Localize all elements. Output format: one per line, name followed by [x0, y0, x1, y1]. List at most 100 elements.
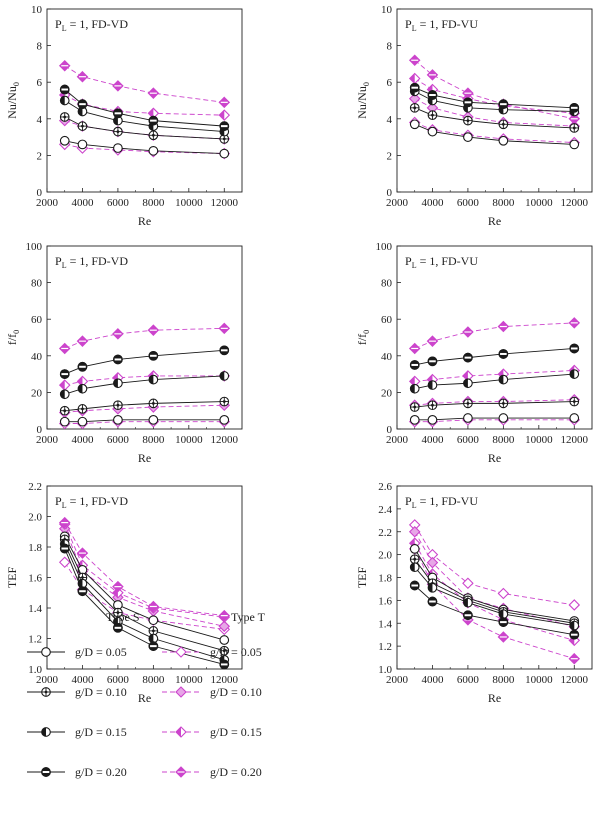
series-s-gd0 — [59, 415, 230, 427]
y-tick-label: 0 — [37, 424, 43, 436]
series-s-gd0 — [409, 413, 580, 425]
data-point — [463, 378, 473, 389]
data-point — [427, 582, 438, 593]
legend-title-type-s: Type S — [106, 610, 140, 624]
data-point — [426, 556, 439, 569]
data-point — [218, 109, 231, 121]
y-tick-label: 1.2 — [28, 634, 42, 646]
legend-entry-type-s-2: g/D = 0.15 — [27, 725, 127, 739]
legend-label: g/D = 0.20 — [75, 765, 127, 779]
series-line — [414, 401, 575, 408]
series-line — [64, 116, 225, 140]
legend-label: g/D = 0.05 — [210, 645, 262, 659]
data-point — [427, 126, 438, 137]
data-point — [568, 652, 581, 665]
data-point — [148, 350, 159, 361]
series-line — [64, 375, 225, 386]
x-tick-label: 8000 — [142, 434, 165, 446]
data-point — [219, 645, 230, 656]
series-line — [64, 404, 225, 413]
data-point — [76, 335, 89, 347]
x-tick-label: 8000 — [142, 674, 165, 686]
y-tick-label: 20 — [381, 387, 393, 399]
data-point — [59, 416, 70, 427]
data-point — [409, 402, 420, 412]
panel-title: PL = 1, FD-VU — [405, 17, 478, 33]
data-point — [148, 130, 159, 141]
data-point — [498, 99, 509, 110]
x-tick-label: 4000 — [421, 674, 444, 686]
legend-marker — [41, 727, 51, 737]
series-t-gd0 — [408, 519, 581, 611]
data-point — [77, 586, 88, 597]
data-point — [218, 96, 231, 109]
data-point — [408, 375, 421, 388]
data-point — [427, 356, 438, 367]
legend-marker — [175, 646, 187, 658]
data-point — [409, 562, 420, 573]
data-point — [59, 95, 70, 106]
y-tick-label: 1.6 — [28, 573, 42, 585]
chart-panel-f_vd: 2000 4000 6000 8000 10000 12000 0 20 40 60 80 100 Re… — [5, 241, 243, 465]
series-t-gd3 — [58, 59, 231, 109]
plot-frame — [46, 245, 243, 430]
x-tick-label: 2000 — [36, 434, 59, 446]
data-point — [569, 396, 580, 407]
y-tick-label: 40 — [31, 351, 43, 363]
legend-title-type-t: Type T — [231, 610, 266, 624]
data-point — [463, 115, 473, 126]
series-s-gd3 — [409, 580, 580, 640]
y-tick-label: 1.8 — [28, 542, 42, 554]
y-tick-label: 8 — [37, 41, 43, 53]
y-tick-label: 2.6 — [378, 481, 392, 493]
data-point — [498, 398, 509, 409]
data-point — [408, 342, 421, 355]
legend-label: g/D = 0.15 — [210, 725, 262, 739]
plot-frame — [396, 245, 593, 430]
data-point — [427, 400, 438, 411]
data-point — [463, 597, 473, 608]
data-point — [58, 379, 71, 391]
data-point — [498, 609, 509, 619]
data-point — [569, 102, 580, 113]
y-tick-label: 10 — [381, 4, 393, 16]
y-tick-label: 6 — [387, 77, 393, 89]
data-point — [427, 110, 438, 120]
x-tick-label: 6000 — [457, 197, 480, 209]
series-line — [414, 524, 575, 606]
data-point — [426, 69, 439, 81]
y-tick-label: 2.4 — [378, 504, 392, 516]
data-point — [59, 543, 70, 554]
data-point — [219, 148, 230, 159]
y-tick-label: 2.2 — [378, 527, 392, 539]
x-tick-label: 6000 — [107, 674, 130, 686]
y-axis-label: Nu/Nu0 — [5, 82, 21, 119]
data-point — [498, 349, 509, 359]
legend-entry-type-s-3: g/D = 0.20 — [27, 765, 127, 779]
y-tick-label: 40 — [381, 351, 393, 363]
series-s-gd2 — [409, 369, 580, 394]
legend-marker — [41, 647, 51, 657]
legend-entry-type-t-2: g/D = 0.15 — [162, 725, 262, 739]
y-axis-label: f/f0 — [355, 330, 371, 345]
data-point — [113, 115, 123, 126]
y-tick-label: 0 — [387, 187, 393, 199]
data-point — [148, 641, 159, 651]
data-point — [427, 380, 438, 390]
legend-marker — [175, 726, 187, 738]
data-point — [498, 119, 509, 130]
chart-panel-tef_vu: 2000 4000 6000 8000 10000 12000 1.0 1.2 1.4 1.6 1.… — [355, 481, 593, 705]
data-point — [219, 659, 230, 670]
y-axis-label: f/f0 — [5, 330, 21, 345]
series-line — [414, 98, 575, 127]
series-t-gd3 — [408, 317, 581, 355]
data-point — [113, 415, 123, 425]
data-point — [427, 596, 438, 607]
data-point — [77, 361, 88, 372]
data-point — [148, 398, 159, 409]
y-tick-label: 1.4 — [28, 603, 42, 615]
y-tick-label: 60 — [381, 314, 393, 326]
data-point — [568, 317, 581, 329]
data-point — [463, 398, 473, 409]
